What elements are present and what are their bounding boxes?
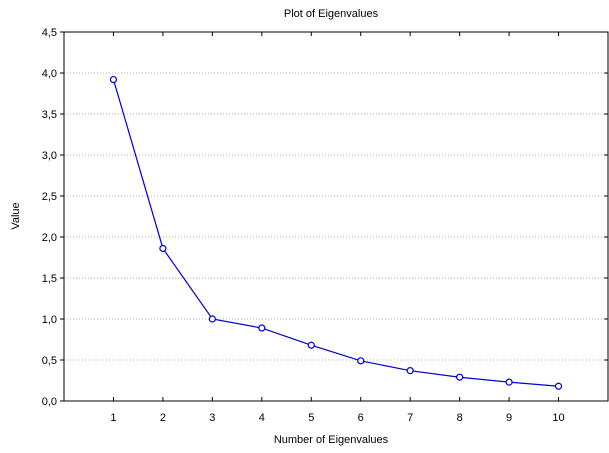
data-point <box>159 244 167 253</box>
chart-title: Plot of Eigenvalues <box>284 8 379 20</box>
series-eigenvalues <box>109 75 563 390</box>
y-tick-label: 3,5 <box>42 109 57 121</box>
data-point <box>357 357 365 365</box>
y-tick-label: 4,0 <box>42 68 57 80</box>
data-point <box>456 373 464 381</box>
y-tick-label: 0,0 <box>42 396 57 408</box>
data-point <box>554 382 563 390</box>
x-tick-label: 9 <box>506 412 512 424</box>
plot-frame <box>63 31 609 402</box>
data-point <box>258 324 266 332</box>
y-tick-label: 4,5 <box>42 27 57 39</box>
x-tick-label: 10 <box>552 412 564 424</box>
x-tick-label: 2 <box>160 412 166 424</box>
x-axis-label: Number of Eigenvalues <box>274 434 389 446</box>
x-tick-label: 7 <box>407 412 413 424</box>
series-line <box>112 79 559 387</box>
y-axis-label: Value <box>10 202 22 229</box>
x-tick-label: 6 <box>358 412 364 424</box>
grid <box>64 72 608 361</box>
y-tick-label: 1,0 <box>42 314 57 326</box>
data-point <box>109 75 118 84</box>
x-axis: 1 2 3 4 5 6 7 8 9 10 <box>110 32 565 424</box>
y-tick-label: 3,0 <box>42 150 57 162</box>
x-tick-label: 1 <box>110 412 116 424</box>
y-tick-label: 1,5 <box>42 273 57 285</box>
x-tick-label: 3 <box>209 412 215 424</box>
y-tick-label: 2,0 <box>42 232 57 244</box>
x-tick-label: 4 <box>259 412 265 424</box>
x-tick-label: 5 <box>308 412 314 424</box>
y-axis: 0,0 0,5 1,0 1,5 2,0 2,5 3,0 3,5 4,0 4,5 <box>42 27 608 408</box>
y-tick-label: 0,5 <box>42 355 57 367</box>
data-point <box>406 367 414 375</box>
data-point <box>307 341 315 349</box>
data-point <box>505 378 513 386</box>
plot-area <box>63 31 609 402</box>
y-tick-label: 2,5 <box>42 191 57 203</box>
data-point <box>208 315 216 323</box>
x-tick-label: 8 <box>457 412 463 424</box>
